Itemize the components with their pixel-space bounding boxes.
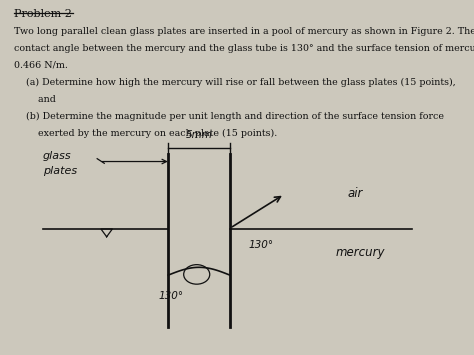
Text: contact angle between the mercury and the glass tube is 130° and the surface ten: contact angle between the mercury and th…	[14, 44, 474, 53]
Text: Two long parallel clean glass plates are inserted in a pool of mercury as shown : Two long parallel clean glass plates are…	[14, 27, 474, 36]
Text: Problem 2: Problem 2	[14, 9, 72, 19]
Text: 0.466 N/m.: 0.466 N/m.	[14, 61, 68, 70]
Text: mercury: mercury	[336, 246, 385, 258]
Text: exerted by the mercury on each plate (15 points).: exerted by the mercury on each plate (15…	[14, 129, 277, 138]
Text: and: and	[14, 95, 56, 104]
Text: (b) Determine the magnitude per unit length and direction of the surface tension: (b) Determine the magnitude per unit len…	[14, 112, 444, 121]
Text: plates: plates	[43, 166, 77, 176]
Text: air: air	[348, 187, 363, 200]
Text: 130°: 130°	[159, 291, 184, 301]
Text: 130°: 130°	[249, 240, 274, 250]
Text: 5mm: 5mm	[186, 130, 212, 140]
Text: glass: glass	[43, 151, 71, 161]
Text: (a) Determine how high the mercury will rise or fall between the glass plates (1: (a) Determine how high the mercury will …	[14, 78, 456, 87]
